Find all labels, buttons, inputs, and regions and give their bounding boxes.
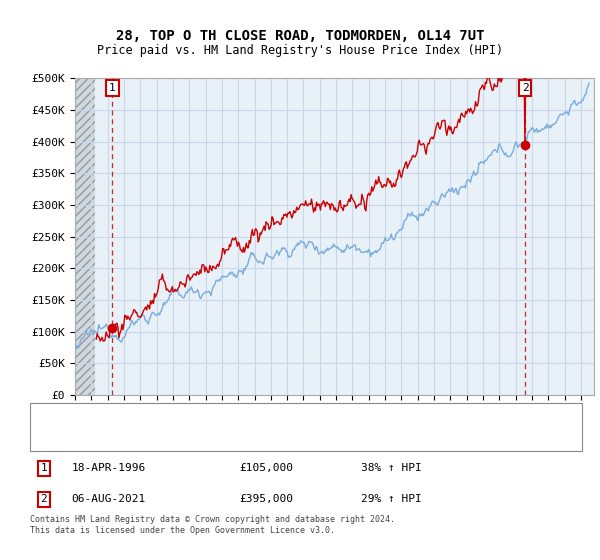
- Text: 2: 2: [40, 494, 47, 505]
- FancyBboxPatch shape: [30, 403, 582, 451]
- Text: 28, TOP O TH CLOSE ROAD, TODMORDEN, OL14 7UT (detached house): 28, TOP O TH CLOSE ROAD, TODMORDEN, OL14…: [77, 411, 458, 421]
- Text: £395,000: £395,000: [240, 494, 294, 505]
- Bar: [75, 78, 95, 395]
- Text: Contains HM Land Registry data © Crown copyright and database right 2024.
This d: Contains HM Land Registry data © Crown c…: [30, 515, 395, 535]
- Text: HPI: Average price, detached house, Calderdale: HPI: Average price, detached house, Cald…: [77, 433, 364, 443]
- Text: 06-AUG-2021: 06-AUG-2021: [71, 494, 146, 505]
- Text: Price paid vs. HM Land Registry's House Price Index (HPI): Price paid vs. HM Land Registry's House …: [97, 44, 503, 57]
- Text: 38% ↑ HPI: 38% ↑ HPI: [361, 463, 422, 473]
- Text: 2: 2: [522, 83, 529, 93]
- Text: 1: 1: [40, 463, 47, 473]
- Text: 29% ↑ HPI: 29% ↑ HPI: [361, 494, 422, 505]
- Text: 1: 1: [109, 83, 116, 93]
- Text: £105,000: £105,000: [240, 463, 294, 473]
- Text: 28, TOP O TH CLOSE ROAD, TODMORDEN, OL14 7UT: 28, TOP O TH CLOSE ROAD, TODMORDEN, OL14…: [116, 29, 484, 44]
- Text: 18-APR-1996: 18-APR-1996: [71, 463, 146, 473]
